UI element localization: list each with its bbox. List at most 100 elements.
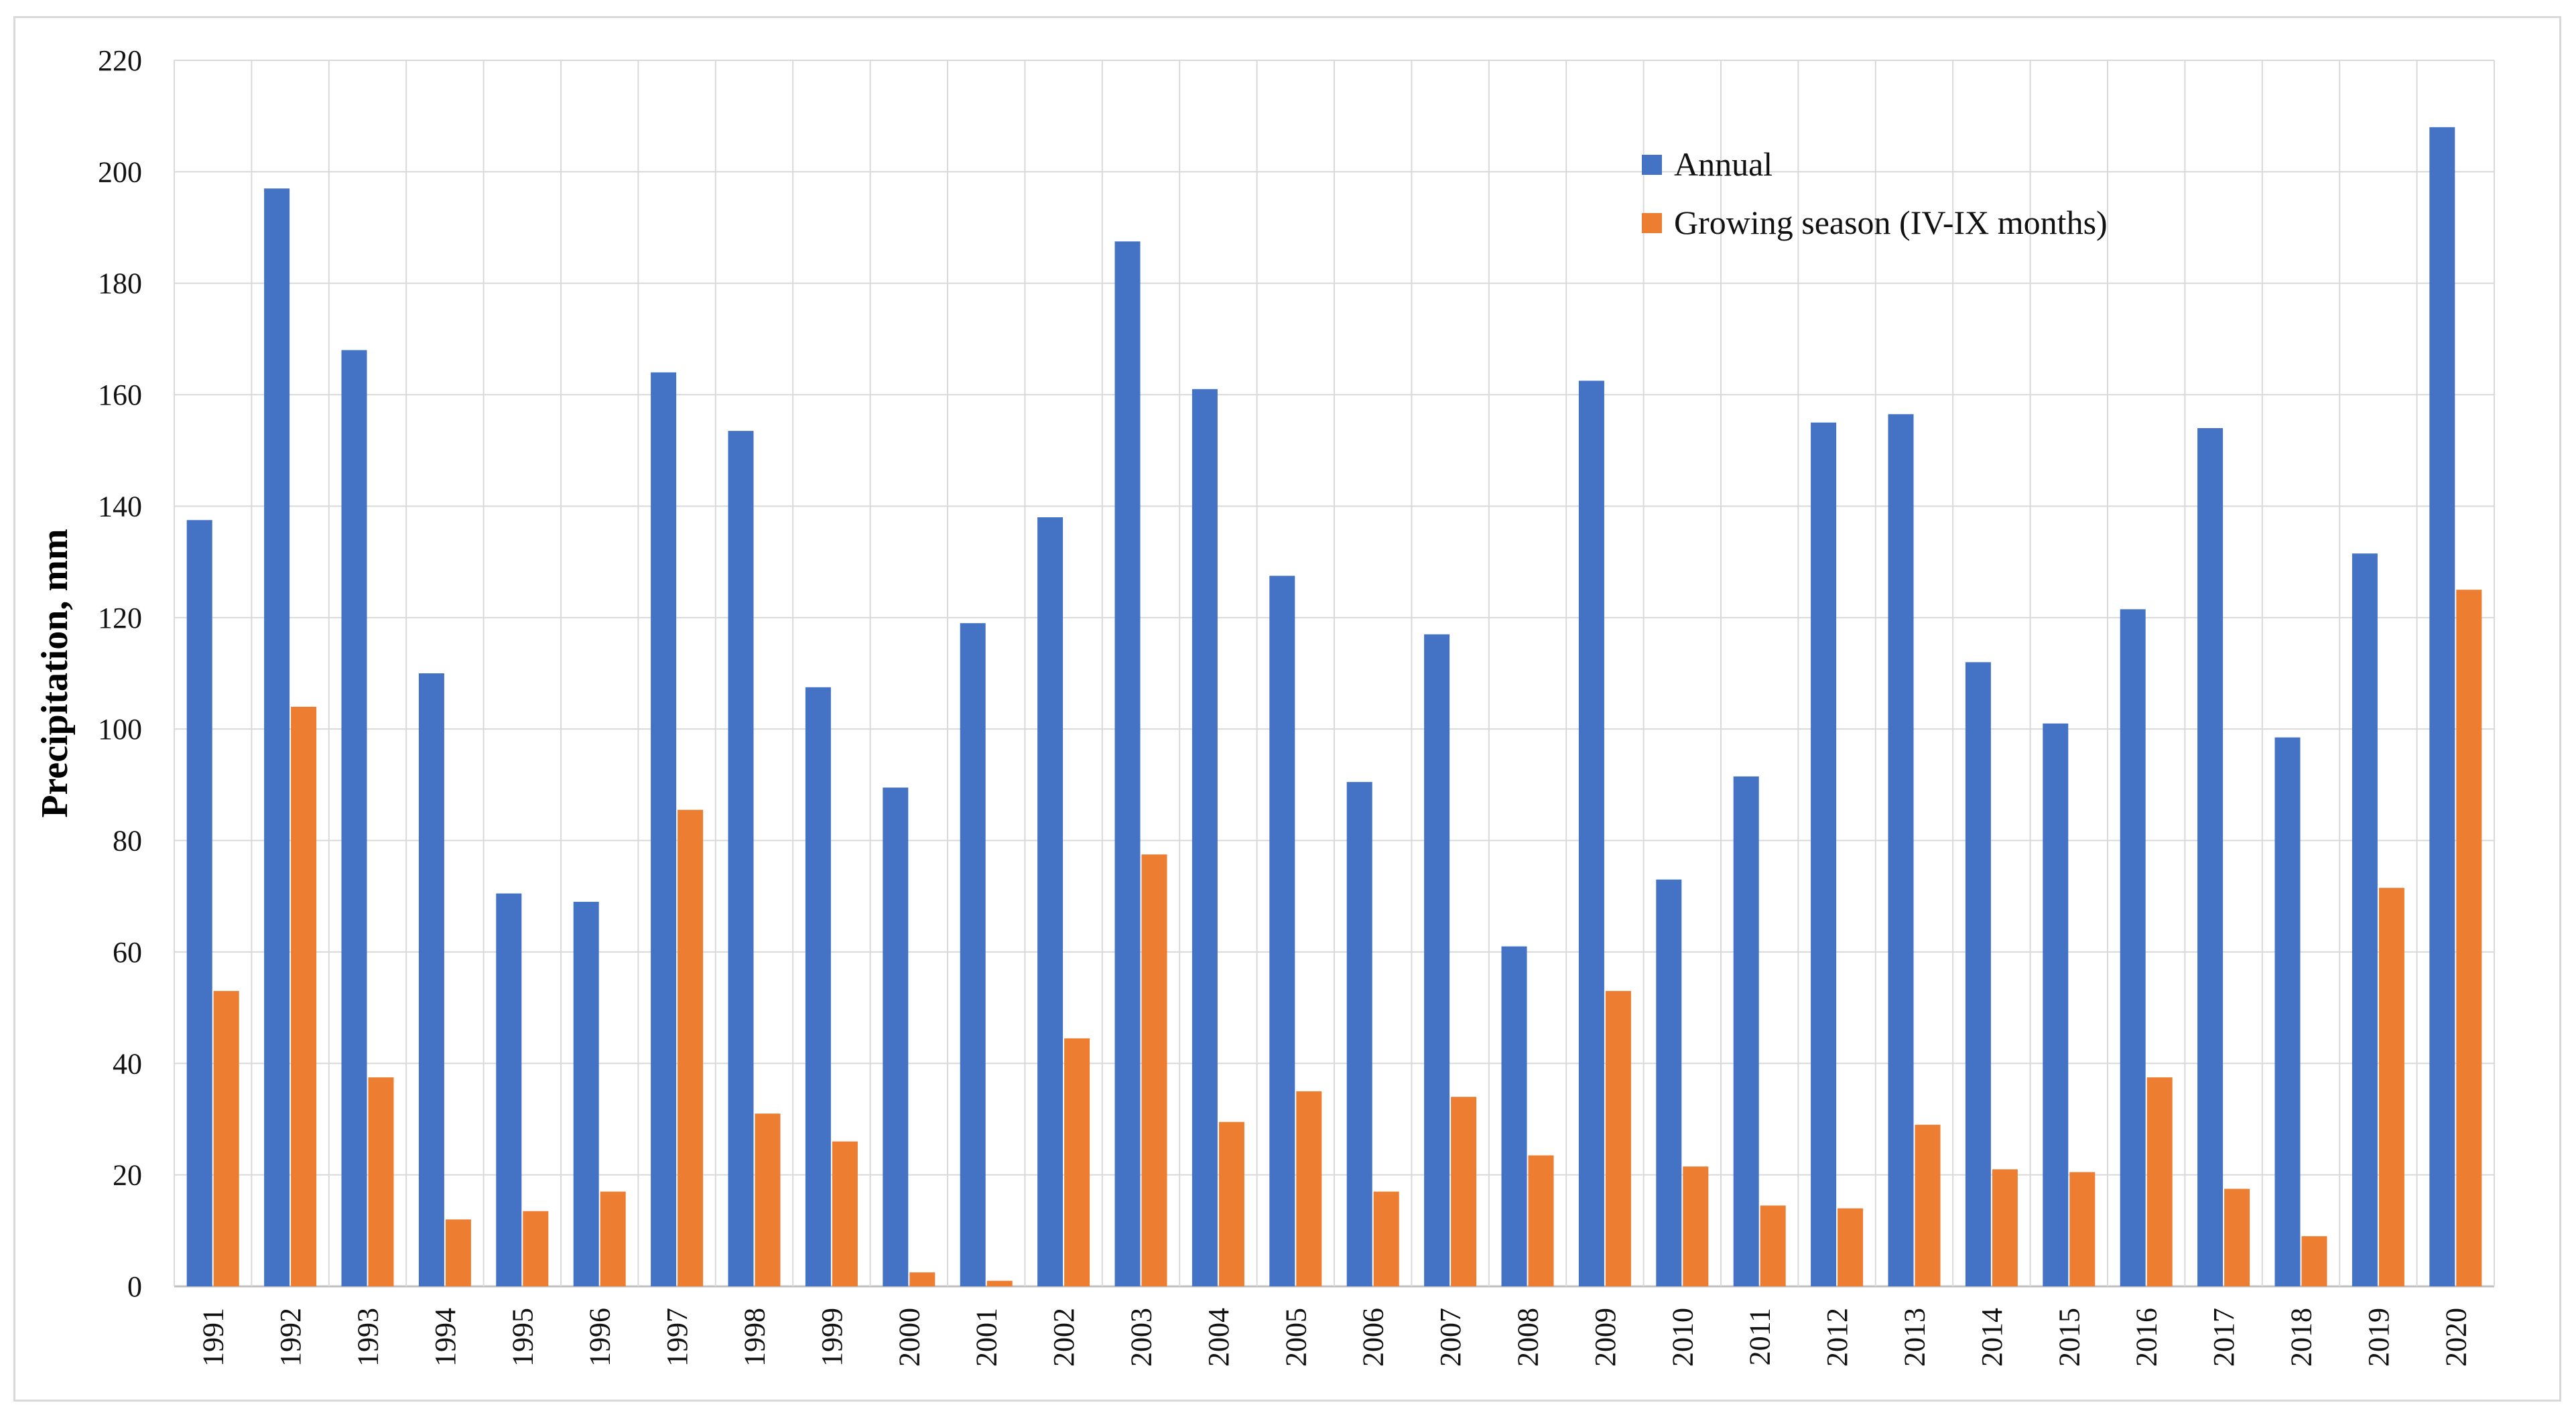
bar-growing-season-1996 — [600, 1191, 626, 1286]
bar-growing-season-2018 — [2301, 1236, 2327, 1286]
x-tick-label: 2004 — [1202, 1308, 1235, 1367]
bar-annual-2011 — [1733, 776, 1759, 1286]
bar-growing-season-2002 — [1064, 1038, 1090, 1286]
bar-growing-season-2020 — [2456, 590, 2482, 1286]
x-tick-label: 2010 — [1666, 1308, 1699, 1367]
bar-annual-1996 — [573, 902, 599, 1286]
bar-growing-season-2004 — [1218, 1122, 1244, 1286]
bar-annual-2020 — [2429, 127, 2455, 1287]
x-tick-label: 2020 — [2439, 1308, 2472, 1367]
x-tick-label: 2009 — [1589, 1308, 1622, 1367]
y-tick-label: 20 — [113, 1159, 142, 1192]
x-tick-label: 2005 — [1279, 1308, 1312, 1367]
bar-annual-2004 — [1192, 389, 1218, 1286]
bar-growing-season-2012 — [1838, 1208, 1864, 1286]
x-tick-label: 2015 — [2053, 1308, 2085, 1367]
bar-annual-2002 — [1037, 517, 1064, 1287]
bar-growing-season-2005 — [1296, 1091, 1322, 1286]
x-tick-label: 2006 — [1357, 1308, 1390, 1367]
bar-growing-season-2013 — [1915, 1124, 1941, 1286]
bar-growing-season-2007 — [1451, 1097, 1477, 1286]
x-tick-label: 2000 — [893, 1308, 925, 1367]
bar-growing-season-2006 — [1373, 1191, 1399, 1286]
bar-annual-2006 — [1346, 782, 1372, 1286]
y-tick-label: 0 — [127, 1270, 142, 1303]
bar-growing-season-2016 — [2146, 1077, 2173, 1286]
bar-growing-season-2015 — [2069, 1172, 2096, 1286]
x-tick-label: 2018 — [2285, 1308, 2318, 1367]
y-tick-label: 120 — [98, 602, 142, 634]
x-tick-label: 2003 — [1125, 1308, 1158, 1367]
bar-growing-season-1992 — [291, 706, 317, 1286]
legend-label-growing-season: Growing season (IV-IX months) — [1674, 204, 2108, 241]
legend-swatch-annual — [1642, 155, 1662, 175]
x-tick-label: 2002 — [1047, 1308, 1080, 1367]
legend-label-annual: Annual — [1674, 145, 1773, 183]
x-tick-label: 2013 — [1898, 1308, 1931, 1367]
bar-annual-2001 — [960, 623, 986, 1286]
bar-growing-season-2014 — [1992, 1169, 2018, 1286]
bar-growing-season-2000 — [909, 1272, 936, 1286]
y-axis-ticks: 0 20 40 60 80 100 120 140 160 180 200 220 — [98, 44, 142, 1303]
bar-annual-2015 — [2043, 723, 2069, 1286]
y-axis-title: Precipitation, mm — [34, 529, 76, 817]
bar-annual-2010 — [1656, 879, 1682, 1286]
bar-annual-1999 — [805, 687, 831, 1286]
bar-growing-season-2011 — [1760, 1205, 1786, 1286]
bar-growing-season-2008 — [1528, 1155, 1554, 1286]
x-axis-ticks: 1991 1992 1993 1994 1995 1996 1997 1998 1999 2000… — [197, 1308, 2473, 1367]
legend: Annual Growing season (IV-IX months) — [1642, 145, 2108, 241]
x-tick-label: 2007 — [1434, 1308, 1467, 1367]
x-tick-label: 1992 — [274, 1308, 307, 1367]
y-tick-label: 80 — [113, 825, 142, 858]
x-tick-label: 2001 — [970, 1308, 1003, 1367]
bar-annual-2008 — [1501, 946, 1527, 1286]
bar-annual-2014 — [1965, 662, 1991, 1286]
y-tick-label: 220 — [98, 44, 142, 77]
x-tick-label: 1997 — [661, 1308, 694, 1367]
y-tick-label: 40 — [113, 1047, 142, 1080]
bar-growing-season-2017 — [2224, 1189, 2250, 1286]
gridlines — [174, 60, 2495, 1288]
bar-annual-1993 — [341, 350, 367, 1287]
bar-growing-season-2001 — [986, 1280, 1013, 1286]
bar-annual-2003 — [1114, 241, 1141, 1286]
bar-annual-2000 — [883, 787, 909, 1286]
bar-annual-1998 — [728, 431, 754, 1286]
bar-annual-2013 — [1888, 414, 1914, 1286]
bar-growing-season-1997 — [678, 809, 704, 1286]
legend-swatch-growing-season — [1642, 213, 1662, 233]
bar-annual-1991 — [186, 520, 212, 1286]
bar-annual-2017 — [2197, 428, 2224, 1286]
x-tick-label: 1999 — [816, 1308, 848, 1367]
bar-growing-season-1995 — [523, 1211, 549, 1286]
bar-annual-2018 — [2274, 737, 2301, 1286]
bar-growing-season-1994 — [445, 1219, 471, 1286]
x-tick-label: 1994 — [429, 1308, 462, 1367]
y-tick-label: 140 — [98, 490, 142, 523]
x-tick-label: 2011 — [1744, 1308, 1777, 1365]
y-tick-label: 100 — [98, 713, 142, 746]
bar-annual-2016 — [2120, 609, 2146, 1286]
bar-growing-season-2003 — [1141, 854, 1167, 1286]
bar-annual-2012 — [1811, 422, 1837, 1286]
x-tick-label: 1998 — [738, 1308, 771, 1367]
x-tick-label: 2019 — [2362, 1308, 2395, 1367]
x-tick-label: 1991 — [197, 1308, 230, 1367]
bar-annual-1995 — [496, 893, 522, 1286]
x-tick-label: 1993 — [352, 1308, 385, 1367]
bar-growing-season-2010 — [1683, 1166, 1709, 1286]
bars — [186, 127, 2482, 1287]
bar-annual-1997 — [651, 372, 677, 1287]
x-tick-label: 1995 — [506, 1308, 539, 1367]
bar-growing-season-1998 — [755, 1113, 781, 1286]
bar-annual-2007 — [1424, 634, 1450, 1286]
bar-annual-2005 — [1269, 576, 1295, 1286]
x-tick-label: 2008 — [1512, 1308, 1545, 1367]
y-tick-label: 160 — [98, 379, 142, 411]
bar-growing-season-2019 — [2378, 888, 2404, 1286]
x-tick-label: 2014 — [1976, 1308, 2008, 1367]
bar-growing-season-2009 — [1605, 991, 1631, 1286]
bar-growing-season-1993 — [368, 1077, 394, 1286]
